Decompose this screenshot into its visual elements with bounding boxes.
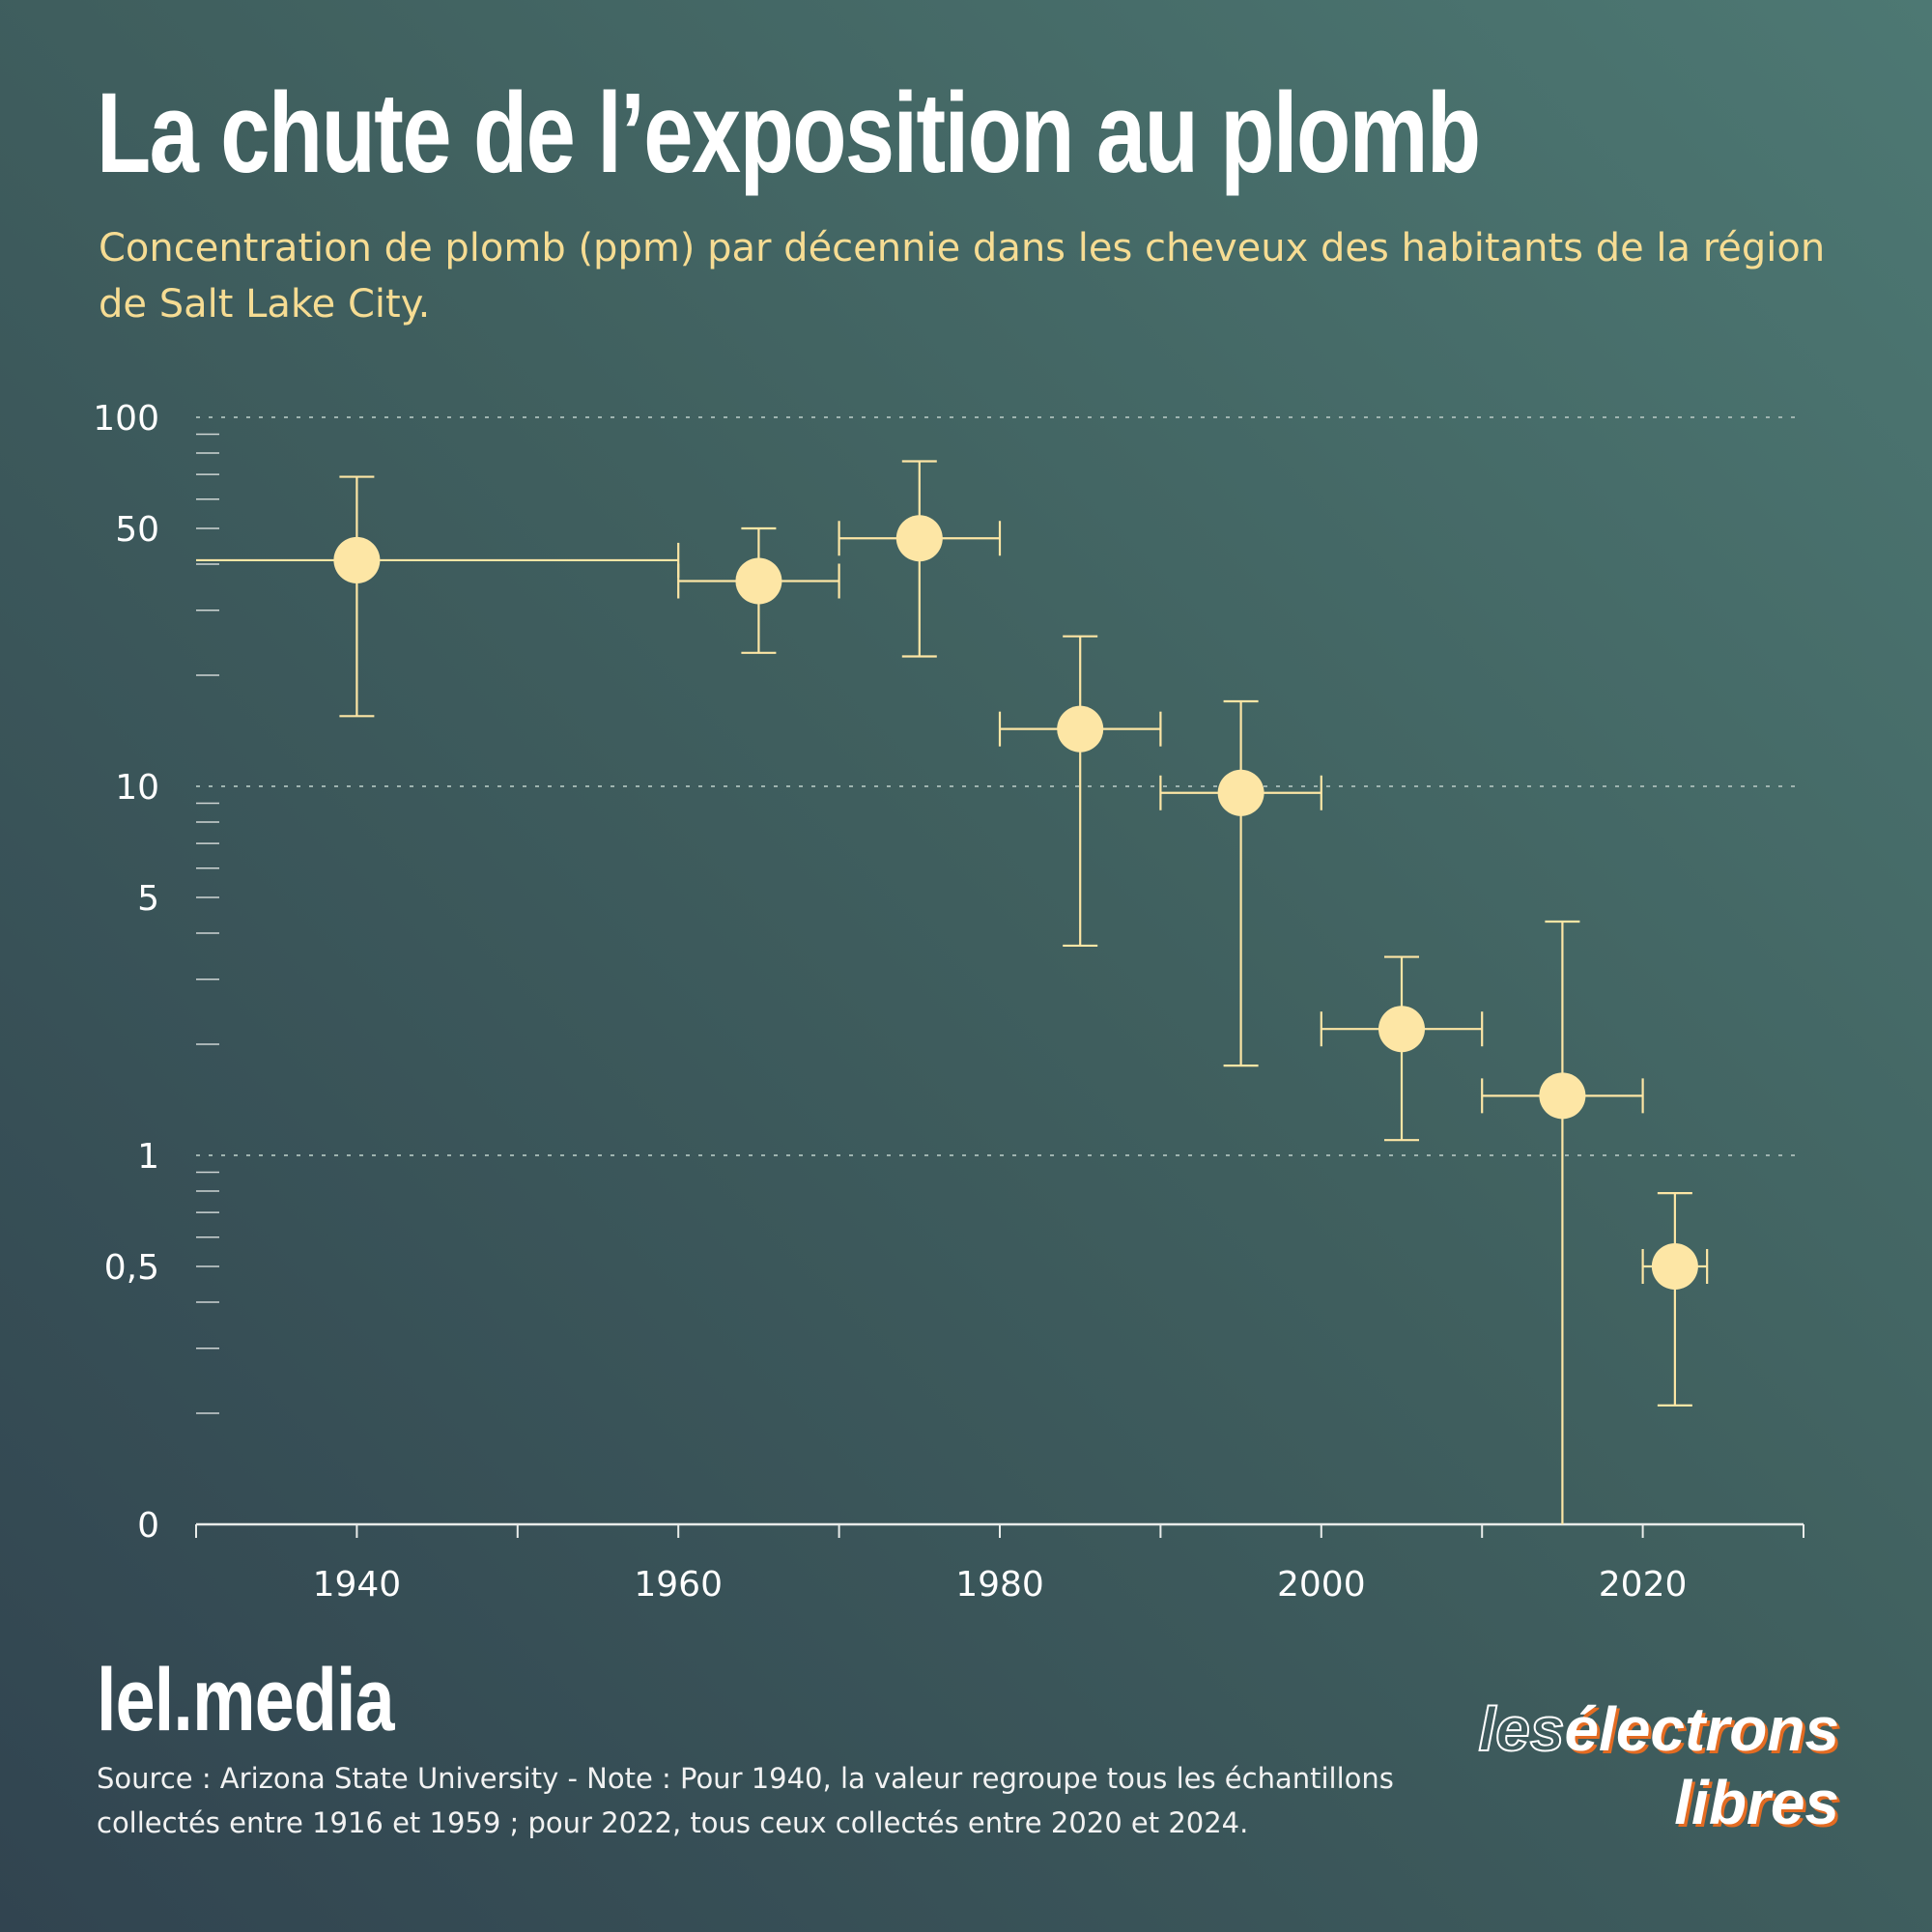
x-tick-label-1940: 1940: [313, 1565, 402, 1605]
x-tick-label-1960: 1960: [634, 1565, 723, 1605]
y-tick-label-50: 50: [115, 510, 159, 550]
data-point-2022: [1651, 1242, 1698, 1290]
page-title: La chute de l’exposition au plomb: [97, 70, 1481, 197]
data-point-1965: [735, 557, 782, 605]
y-tick-label-5: 5: [137, 879, 159, 919]
x-tick-label-2000: 2000: [1277, 1565, 1366, 1605]
x-tick-label-1980: 1980: [955, 1565, 1044, 1605]
data-point-1940: [333, 536, 381, 583]
chart-subtitle: Concentration de plomb (ppm) par décenni…: [99, 226, 1826, 327]
data-point-1995: [1217, 769, 1264, 816]
logo-word-libres: libres: [1674, 1768, 1839, 1837]
logo-word-electrons: électrons: [1564, 1694, 1839, 1764]
data-point-1975: [895, 515, 943, 562]
source-note: Source : Arizona State University - Note…: [97, 1762, 1394, 1839]
data-point-2005: [1378, 1006, 1425, 1053]
y-tick-label-0,5: 0,5: [104, 1248, 159, 1288]
publisher-logo: lesélectrons libres: [1477, 1692, 1839, 1839]
y-tick-label-1: 1: [137, 1137, 159, 1177]
axes: 1940 1960 1980 2000 2020 100 50 10 5 1 0,5 0: [93, 399, 1804, 1605]
y-tick-label-0: 0: [137, 1506, 159, 1546]
data-point-1985: [1057, 705, 1104, 753]
data-points: [196, 460, 1709, 1524]
y-tick-label-10: 10: [115, 768, 159, 808]
logo-word-les: les: [1477, 1693, 1565, 1765]
brand-name: lel.media: [97, 1651, 395, 1749]
data-point-2015: [1539, 1072, 1586, 1120]
x-tick-label-2020: 2020: [1599, 1565, 1688, 1605]
y-tick-label-100: 100: [93, 399, 159, 439]
gridlines: [196, 416, 1804, 1156]
